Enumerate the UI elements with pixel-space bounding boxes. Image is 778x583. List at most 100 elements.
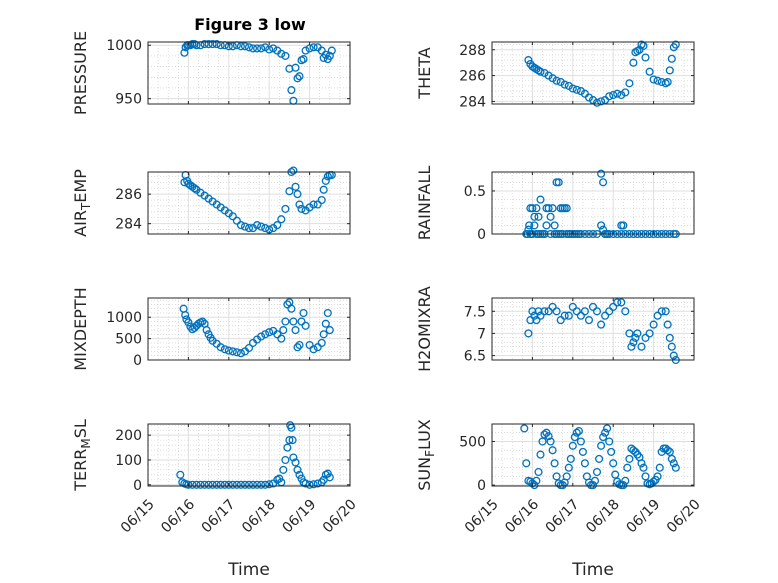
subplot-1-frame	[147, 41, 351, 105]
subplot-4-data-point	[528, 204, 537, 213]
subplot-2-data-point	[645, 67, 654, 76]
subplot-5-data-point	[301, 321, 310, 330]
subplot-2-data-point	[613, 89, 622, 98]
subplot-2-data-point	[649, 75, 658, 84]
subplot-5-data-point	[287, 304, 296, 313]
subplot-8-data-point	[595, 454, 604, 463]
subplot-7-ytick-label: 0	[133, 478, 142, 494]
subplot-6-data-point	[637, 342, 646, 351]
subplot-7-data-point	[196, 480, 205, 489]
subplot-8-data-point	[655, 463, 664, 472]
subplot-7-data-point	[309, 480, 318, 489]
subplot-3-data-point	[309, 200, 318, 209]
subplot-7-data-point	[313, 479, 322, 488]
subplot-2-data-point	[617, 90, 626, 100]
subplot-6-data-point	[653, 311, 662, 320]
subplot-7-data-point	[236, 480, 245, 489]
subplot-6-data-point	[669, 351, 678, 360]
subplot-3-data-point	[295, 200, 304, 209]
subplot-8-data-point	[554, 479, 563, 488]
subplot-2-data-point	[572, 85, 581, 94]
subplot-5-data-point	[228, 347, 237, 356]
subplot-7-data-point	[291, 458, 300, 467]
subplot-7-xtick-label: 06/18	[239, 496, 279, 536]
subplot-1-ytick-label: 950	[115, 92, 142, 108]
subplot-4-data-point	[534, 212, 543, 221]
subplot-5-data-point	[325, 326, 334, 335]
subplot-5-data-point	[184, 318, 193, 327]
subplot-3-data-point	[261, 224, 270, 233]
subplot-8-data-point	[625, 454, 634, 463]
subplot-8-xtick-label: 06/17	[543, 496, 583, 536]
subplot-2-data-point	[605, 92, 614, 101]
subplot-5-data-point	[224, 346, 233, 355]
subplot-5-data-point	[216, 343, 225, 352]
subplot-7-data-point	[188, 480, 197, 489]
subplot-3-data-point	[319, 185, 328, 194]
subplot-6-data-point	[625, 329, 634, 338]
subplot-2-data-point	[609, 90, 618, 100]
subplot-7-ytick-label: 200	[115, 428, 142, 444]
subplot-6-data-point	[621, 307, 630, 316]
subplot-8-ylabel: SUNFLUX	[415, 419, 437, 491]
subplot-3-data-point	[277, 215, 286, 224]
subplot-7-xlabel: Time	[227, 560, 270, 580]
subplot-5-data-point	[244, 343, 254, 353]
subplot-6-data-point	[613, 298, 622, 307]
subplot-6-data-point	[568, 302, 577, 311]
subplot-8-data-point	[667, 454, 676, 463]
subplot-7-data-point	[288, 436, 297, 445]
subplot-5-data-point	[261, 330, 270, 339]
subplot-8-data-point	[548, 446, 557, 455]
subplot-7-data-point	[216, 480, 225, 489]
subplot-3-data-point	[273, 221, 282, 230]
subplot-8-data-point	[599, 433, 608, 442]
subplot-1-data-point	[317, 46, 326, 55]
subplot-8-data-point	[536, 450, 545, 459]
subplot-7-data-point	[281, 455, 290, 465]
subplot-3-data-point	[289, 166, 298, 175]
subplot-1-ylabel: PRESSURE	[71, 31, 90, 115]
subplot-8-data-point	[671, 463, 680, 472]
subplot-3-data-point	[253, 221, 262, 230]
subplot-6-ytick-label: 6.5	[464, 349, 486, 365]
subplot-8-data-point	[653, 472, 662, 481]
subplot-8-data-point	[530, 481, 539, 490]
subplot-2-data-point	[560, 80, 569, 89]
subplot-1-data-point	[327, 46, 336, 55]
subplot-5-axes: 0 500 1000 MIXDEPTH	[71, 287, 351, 371]
subplot-8-data-point	[629, 446, 638, 455]
subplot-5-data-point	[236, 349, 245, 358]
subplot-2-data-point	[641, 53, 650, 62]
subplot-8-data-point	[588, 481, 598, 490]
subplot-8-data-point	[568, 441, 577, 450]
subplot-1-data-point	[295, 72, 304, 81]
subplot-8-xtick-label: 06/20	[664, 496, 704, 536]
subplot-3-data-point	[297, 204, 306, 213]
subplot-8-data-point	[532, 476, 541, 485]
subplot-7-data-point	[240, 480, 250, 489]
subplot-1-data-point	[257, 44, 266, 53]
subplot-7-data-point	[253, 480, 262, 489]
subplot-7-data-point	[257, 480, 266, 489]
subplot-5-ytick-label: 500	[115, 332, 142, 348]
subplot-1-data-point	[253, 44, 262, 53]
subplot-4-data-point	[597, 221, 606, 230]
subplot-6-data-point	[584, 316, 594, 325]
subplot-7-data-point	[248, 480, 258, 489]
subplot-8-data-point	[607, 447, 616, 456]
subplot-1-data-point	[299, 55, 308, 64]
subplot-3-data-point	[321, 176, 330, 185]
subplot-6-data-point	[645, 329, 654, 338]
subplot-7-data-point	[244, 480, 254, 489]
subplot-5-data-point	[321, 319, 330, 328]
subplot-2-data-point	[621, 88, 630, 97]
subplot-6-data-point	[631, 333, 640, 342]
subplot-8-data-point	[528, 479, 537, 488]
subplot-3-data-point	[313, 200, 322, 209]
subplot-8-data-point	[566, 454, 575, 463]
subplot-1-data-point	[269, 44, 278, 53]
subplot-8-frame	[491, 423, 695, 487]
subplot-5-data-point	[281, 317, 290, 326]
subplot-4-data-point	[525, 221, 534, 230]
